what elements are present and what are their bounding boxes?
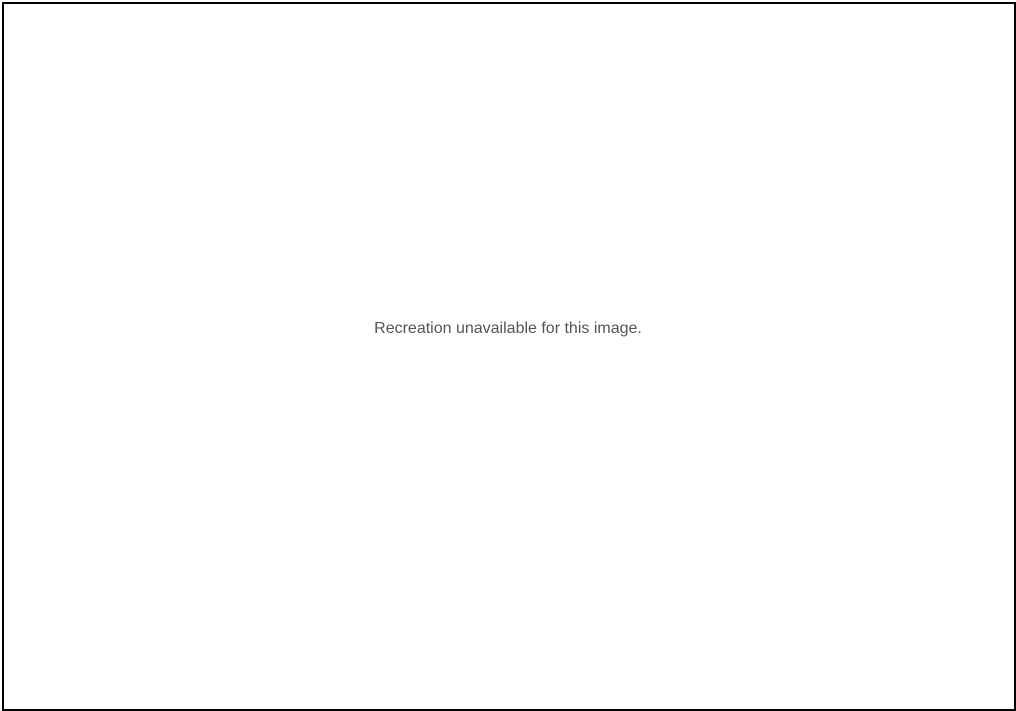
stub-message: Recreation unavailable for this image. [374,320,642,337]
